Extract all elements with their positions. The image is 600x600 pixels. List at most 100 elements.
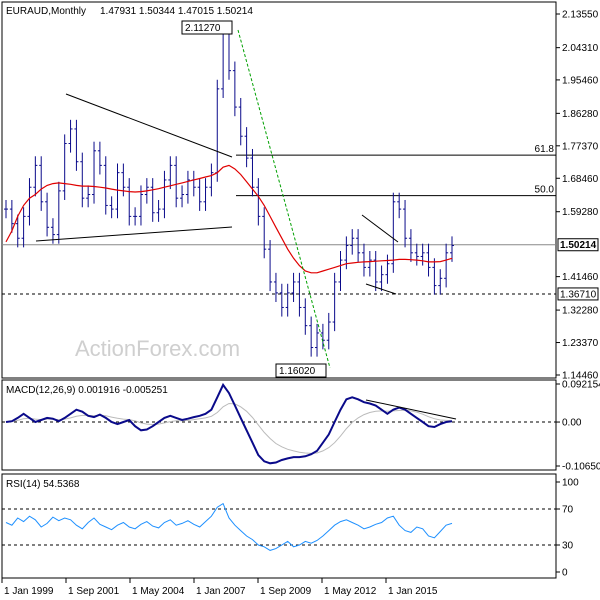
price-bar (174, 156, 179, 208)
high-label-box (181, 20, 233, 35)
price-y-tick-label: 1.32280 (562, 306, 599, 317)
macd-y-tick-label: 0.092154 (562, 380, 600, 391)
support-label-box (557, 287, 599, 301)
price-y-tick-label: 1.23370 (562, 338, 599, 349)
price-bar (420, 243, 425, 266)
price-bar (86, 185, 91, 208)
price-bar (338, 250, 343, 292)
price-y-ticks: 2.13550 2.04310 1.95460 1.86280 1.77370 1.684… (556, 10, 599, 382)
header-ohlc: 1.47931 1.50344 1.47015 1.50214 (100, 6, 253, 17)
price-bar (403, 199, 408, 248)
price-bar (33, 156, 38, 197)
macd-panel-frame (1, 379, 557, 471)
price-bar (39, 156, 44, 211)
support-label: 1.36710 (560, 289, 597, 300)
price-bar (297, 272, 302, 317)
price-bar (168, 156, 173, 190)
watermark: ActionForex.com (75, 336, 240, 361)
price-bar (391, 192, 396, 273)
price-y-tick-label: 1.95460 (562, 75, 599, 86)
fib-61-8-label: 61.8 (535, 144, 555, 155)
price-bar (367, 250, 372, 277)
low-label-box (275, 363, 327, 378)
x-tick-label: 1 Jan 2007 (196, 586, 246, 597)
price-bar (279, 283, 284, 317)
price-panel-frame (1, 1, 557, 379)
price-bar (92, 141, 97, 204)
header-symbol: EURAUD,Monthly (6, 6, 86, 17)
price-y-tick-label: 2.04310 (562, 43, 599, 54)
wedge-lower-trendline (365, 283, 397, 295)
price-bar (45, 192, 50, 237)
price-y-tick-label: 1.59280 (562, 207, 599, 218)
price-bar (361, 243, 366, 277)
rsi-panel: RSI(14) 54.5368 100 70 30 0 (1, 473, 579, 579)
price-bar (27, 178, 32, 226)
price-bar (350, 229, 355, 255)
price-bar (303, 298, 308, 335)
price-bar (315, 323, 320, 357)
macd-panel: MACD(12,26,9) 0.001916 -0.005251 0.09215… (1, 379, 600, 473)
price-bar (115, 163, 120, 219)
macd-y-tick-label: -0.106503 (562, 462, 600, 473)
price-bar (397, 192, 402, 219)
price-bar (68, 119, 73, 153)
price-bar (150, 178, 155, 222)
price-bar (309, 316, 314, 357)
rsi-y-ticks: 100 70 30 0 (556, 478, 579, 579)
x-tick-label: 1 Jan 2015 (388, 586, 438, 597)
macd-signal-line (5, 402, 453, 454)
price-bar (356, 229, 361, 262)
price-bar (4, 199, 8, 219)
price-bar (162, 170, 167, 219)
price-bar (109, 196, 114, 219)
price-bar (291, 272, 296, 302)
price-bar (80, 152, 85, 208)
price-bar (56, 181, 61, 244)
price-bar (414, 243, 419, 266)
x-tick-label: 1 Jan 1999 (4, 586, 54, 597)
price-bar (426, 243, 431, 277)
price-y-tick-label: 1.86280 (562, 109, 599, 120)
price-bar (180, 185, 185, 208)
macd-divergence-line (365, 399, 457, 420)
fib-50-label: 50.0 (535, 185, 555, 196)
price-y-tick-label: 1.41460 (562, 272, 599, 283)
price-y-tick-label: 2.13550 (562, 10, 599, 21)
price-bar (209, 163, 214, 197)
price-bar (379, 265, 384, 292)
price-bar (262, 207, 267, 259)
price-bar (256, 178, 261, 226)
rsi-y-tick-label: 0 (562, 568, 568, 579)
price-bar (15, 214, 20, 248)
price-bar (444, 243, 449, 288)
macd-y-ticks: 0.092154 0.00 -0.106503 (556, 380, 600, 473)
macd-label: MACD(12,26,9) 0.001916 -0.005251 (6, 385, 168, 396)
price-y-tick-label: 1.68460 (562, 174, 599, 185)
price-bar (74, 119, 79, 171)
price-bar (326, 312, 331, 350)
rsi-y-tick-label: 70 (562, 505, 574, 516)
price-bar (21, 207, 26, 248)
triangle-lower-trendline (35, 226, 233, 242)
low-label: 1.16020 (279, 366, 316, 377)
price-bar (232, 61, 237, 117)
x-axis: 1 Jan 1999 1 Sep 2001 1 May 2004 1 Jan 2007… (1, 578, 438, 597)
price-y-tick-label: 1.14460 (562, 371, 599, 382)
price-bar (238, 97, 243, 146)
price-bar (385, 254, 390, 284)
macd-y-tick-label: 0.00 (562, 418, 582, 429)
price-bar (438, 269, 443, 295)
x-tick-label: 1 May 2012 (324, 586, 377, 597)
price-bar (408, 229, 413, 262)
current-price-box (557, 238, 599, 252)
x-tick-label: 1 May 2004 (132, 586, 185, 597)
price-bar (133, 207, 138, 226)
price-bar (127, 178, 132, 226)
price-panel: ActionForex.com EURAUD,Monthly 1.47931 1… (1, 1, 599, 382)
price-bar (432, 258, 437, 295)
price-bar (203, 178, 208, 211)
price-bar (197, 178, 202, 211)
price-bar (9, 199, 14, 233)
